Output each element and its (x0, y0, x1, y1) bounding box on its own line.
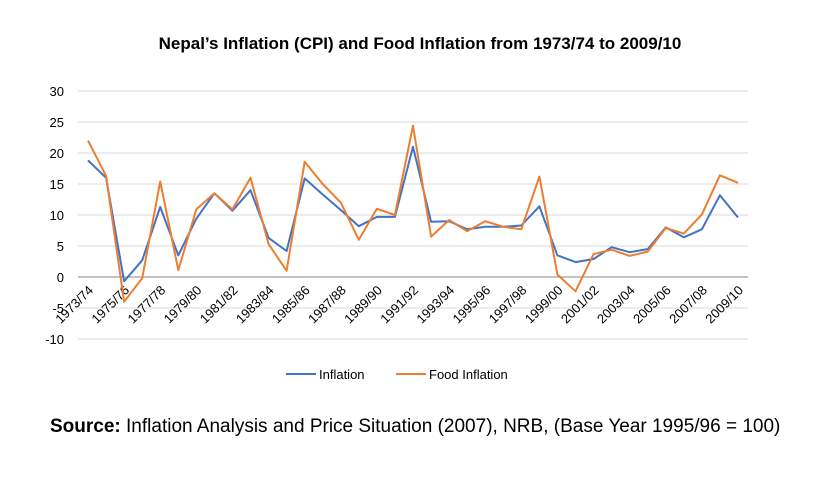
legend-label: Inflation (319, 367, 365, 382)
x-tick-label: 1987/88 (305, 283, 349, 327)
y-tick-label: -10 (45, 332, 64, 347)
x-tick-label: 1995/96 (450, 283, 494, 327)
x-tick-label: 2001/02 (558, 283, 602, 327)
y-tick-label: 20 (50, 146, 64, 161)
x-tick-label: 1983/84 (233, 283, 277, 327)
x-axis-ticks: 1973/741975/761977/781979/801981/821983/… (52, 283, 746, 327)
x-tick-label: 1989/90 (341, 283, 385, 327)
x-tick-label: 1999/00 (522, 283, 566, 327)
legend: Inflation Food Inflation (286, 367, 508, 382)
x-tick-label: 1993/94 (413, 283, 457, 327)
source-note: Source: Inflation Analysis and Price Sit… (50, 416, 780, 438)
y-tick-label: 15 (50, 177, 64, 192)
chart-title: Nepal’s Inflation (CPI) and Food Inflati… (158, 34, 682, 53)
x-tick-label: 1979/80 (161, 283, 205, 327)
gridlines (78, 90, 748, 340)
source-label: Source: (50, 416, 121, 437)
x-tick-label: 1991/92 (377, 283, 421, 327)
y-tick-label: 10 (50, 208, 64, 223)
y-tick-label: 5 (57, 239, 64, 254)
x-tick-label: 2009/10 (702, 283, 746, 327)
y-tick-label: 25 (50, 115, 64, 130)
y-axis-ticks: 30 25 20 15 10 5 0 -5 -10 (45, 84, 64, 347)
x-tick-label: 2007/08 (666, 283, 710, 327)
series-line-food-inflation (87, 124, 739, 303)
legend-label: Food Inflation (429, 367, 508, 382)
x-tick-label: 1997/98 (486, 283, 530, 327)
source-text: Inflation Analysis and Price Situation (… (120, 416, 781, 437)
series-line-inflation (87, 145, 739, 283)
y-tick-label: -5 (52, 301, 64, 316)
x-tick-label: 2005/06 (630, 283, 674, 327)
x-tick-label: 2003/04 (594, 283, 638, 327)
y-tick-label: 0 (57, 270, 64, 285)
x-tick-label: 1981/82 (197, 283, 241, 327)
x-tick-label: 1985/86 (269, 283, 313, 327)
x-tick-label: 1975/76 (88, 283, 132, 327)
series-lines (87, 124, 739, 303)
y-tick-label: 30 (50, 84, 64, 99)
line-chart: 30 25 20 15 10 5 0 -5 -10 1973/741975/761977/781… (45, 84, 748, 382)
x-tick-label: 1977/78 (125, 283, 169, 327)
